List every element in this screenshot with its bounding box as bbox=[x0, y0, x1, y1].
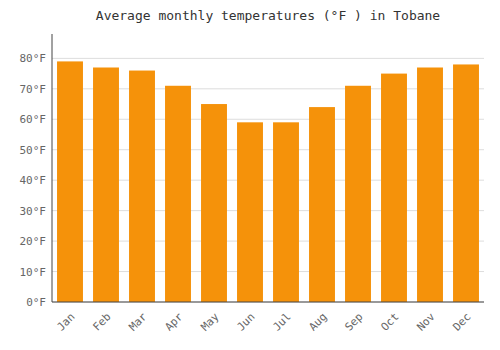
bar bbox=[201, 104, 227, 302]
title: Average monthly temperatures (°F ) in To… bbox=[96, 8, 441, 23]
x-tick-label: Jun bbox=[234, 310, 257, 333]
grid bbox=[52, 58, 484, 302]
grid-line bbox=[52, 58, 484, 59]
x-tick-label: Oct bbox=[378, 310, 401, 333]
bar bbox=[381, 74, 407, 302]
y-tick-label: 30°F bbox=[20, 205, 47, 218]
x-tick-label: Nov bbox=[414, 310, 438, 334]
x-tick-label: Jul bbox=[270, 310, 293, 333]
y-tick-label: 40°F bbox=[20, 174, 47, 187]
y-tick-label: 70°F bbox=[20, 83, 47, 96]
bar bbox=[309, 107, 335, 302]
y-tick-label: 50°F bbox=[20, 144, 47, 157]
y-tick-label: 80°F bbox=[20, 52, 47, 65]
bar bbox=[129, 71, 155, 302]
y-tick-label: 60°F bbox=[20, 113, 47, 126]
x-tick-label: Feb bbox=[90, 310, 113, 333]
y-tick-label: 20°F bbox=[20, 235, 47, 248]
bar bbox=[345, 86, 371, 302]
x-axis-line bbox=[52, 302, 484, 303]
x-tick-label: May bbox=[198, 310, 222, 334]
y-tick-label: 0°F bbox=[26, 296, 46, 309]
bar bbox=[165, 86, 191, 302]
bar bbox=[57, 61, 83, 302]
chart-svg: Average monthly temperatures (°F ) in To… bbox=[0, 0, 500, 350]
bar bbox=[417, 68, 443, 303]
x-tick-label: Sep bbox=[342, 310, 365, 333]
y-tick-label: 10°F bbox=[20, 266, 47, 279]
bar bbox=[273, 122, 299, 302]
chart-container: Average monthly temperatures (°F ) in To… bbox=[0, 0, 500, 350]
grid-line bbox=[52, 302, 484, 303]
bars bbox=[57, 61, 479, 302]
x-tick-label: Jan bbox=[54, 310, 77, 333]
y-axis-line bbox=[52, 34, 53, 302]
x-tick-label: Aug bbox=[306, 310, 329, 333]
x-tick-label: Dec bbox=[450, 310, 473, 333]
x-tick-label: Apr bbox=[162, 310, 186, 334]
bar bbox=[93, 68, 119, 303]
bar bbox=[453, 64, 479, 302]
bar bbox=[237, 122, 263, 302]
x-tick-label: Mar bbox=[126, 310, 150, 334]
